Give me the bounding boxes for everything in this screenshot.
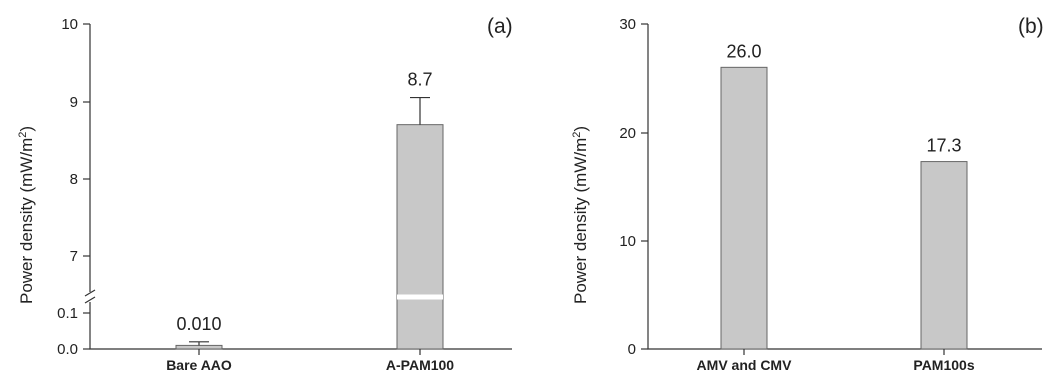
panel-b-y-tick-label: 30 bbox=[619, 16, 636, 33]
panel-a-plot-frame bbox=[89, 24, 512, 350]
panel-b-value-label: 17.3 bbox=[926, 136, 961, 156]
panel-b-y-tick-label: 0 bbox=[628, 341, 636, 358]
panel-a-bar-a-pam100 bbox=[396, 124, 444, 350]
panel-b-y-tick-label: 20 bbox=[619, 125, 636, 142]
panel-a-label: (a) bbox=[487, 15, 513, 38]
panel-b-value-label: 26.0 bbox=[726, 41, 761, 61]
panel-a-category-label: A-PAM100 bbox=[386, 357, 454, 373]
panel-a-y-label-close: ) bbox=[17, 126, 36, 132]
panel-b-y-label-text: Power density (mW/m bbox=[571, 138, 590, 304]
panel-a-y-label-sup: 2 bbox=[17, 132, 29, 138]
panel-b-plot-frame bbox=[647, 24, 1042, 350]
panel-b-y-label: Power density (mW/m2) bbox=[571, 126, 590, 304]
panel-b-category-label: AMV and CMV bbox=[697, 357, 793, 373]
panel-a-value-label: 0.010 bbox=[176, 314, 221, 334]
panel-a-y-tick-label: 0.1 bbox=[57, 305, 78, 322]
panel-a-y-tick-label: 0.0 bbox=[57, 341, 78, 358]
panel-a-y-label: Power density (mW/m2) bbox=[17, 126, 36, 304]
panel-b-y-label-close: ) bbox=[571, 126, 590, 132]
panel-a-value-label: 8.7 bbox=[407, 70, 432, 90]
panel-b-y-label-sup: 2 bbox=[571, 132, 583, 138]
svg-text:Power density (mW/m2): Power density (mW/m2) bbox=[17, 126, 36, 304]
panel-a-category-label: Bare AAO bbox=[166, 357, 232, 373]
panel-a-y-tick-label: 8 bbox=[70, 171, 78, 188]
panel-b: Power density (mW/m2) 0 10 20 30 26.0 17… bbox=[571, 15, 1044, 373]
panel-b-category-label: PAM100s bbox=[913, 357, 974, 373]
panel-b-y-tick-label: 10 bbox=[619, 233, 636, 250]
panel-a-axis-break-mark-2 bbox=[84, 296, 96, 304]
panel-a-error-bar-a-pam100 bbox=[410, 96, 430, 125]
panel-a-y-tick-label: 7 bbox=[70, 248, 78, 265]
panel-b-label: (b) bbox=[1018, 15, 1044, 38]
svg-text:Power density (mW/m2): Power density (mW/m2) bbox=[571, 126, 590, 304]
panel-a-axis-break-mark-1 bbox=[84, 289, 96, 297]
panel-a-error-bar-bare-aao bbox=[189, 341, 209, 346]
panel-a-y-label-text: Power density (mW/m bbox=[17, 138, 36, 304]
panel-a: Power density (mW/m2) 0.0 0.1 7 8 9 10 0… bbox=[17, 15, 513, 373]
panel-b-bar-pam100s bbox=[920, 161, 968, 350]
panel-b-bar-amv-and-cmv bbox=[720, 66, 768, 350]
panel-a-y-tick-label: 10 bbox=[61, 16, 78, 33]
panel-a-bar-bare-aao bbox=[175, 344, 223, 350]
panel-a-y-tick-label: 9 bbox=[70, 94, 78, 111]
